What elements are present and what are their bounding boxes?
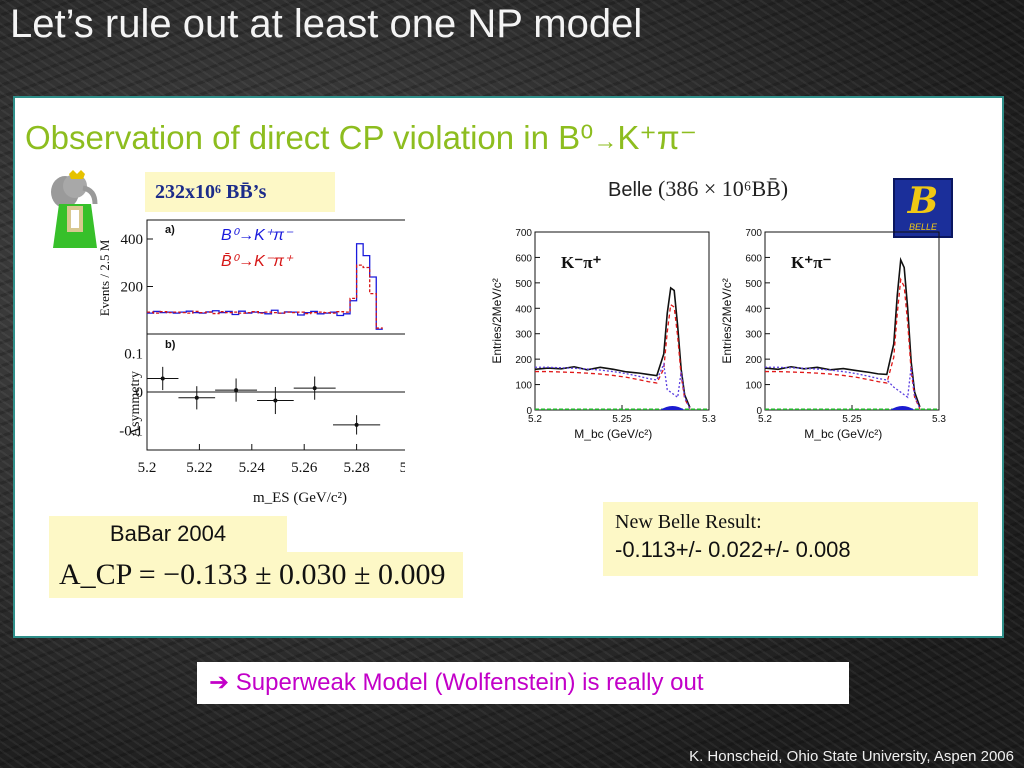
y-tick-label: 300 — [745, 330, 762, 341]
y-tick-label: 400 — [745, 304, 762, 315]
legend-entry: B⁰→K⁺π⁻ — [221, 227, 294, 244]
x-tick-label: 5.24 — [239, 460, 266, 476]
y-tick-label: 400 — [121, 232, 144, 248]
elephant-mascot-icon — [51, 170, 98, 248]
signal-fit-line — [535, 303, 691, 410]
x-tick-label: 5.25 — [612, 414, 632, 425]
belle-result-title: New Belle Result: — [615, 511, 762, 533]
belle-xlabel: M_bc (GeV/c²) — [574, 427, 652, 441]
babar-acp-formula: A_CP = −0.133 ± 0.030 ± 0.009 — [49, 552, 463, 598]
y-tick-label: 0.1 — [124, 346, 143, 362]
belle-result-value: -0.113+/- 0.022+/- 0.008 — [615, 537, 851, 562]
x-tick-label: 5.25 — [842, 414, 862, 425]
belle-ylabel: Entries/2MeV/c² — [490, 278, 504, 363]
y-tick-label: 200 — [515, 355, 532, 366]
y-tick-label: 500 — [515, 279, 532, 290]
belle-result-box: New Belle Result: -0.113+/- 0.022+/- 0.0… — [603, 502, 978, 576]
subtitle-final-state: K⁺π⁻ — [617, 119, 698, 156]
data-point — [160, 376, 165, 381]
belle-xlabel: M_bc (GeV/c²) — [804, 427, 882, 441]
y-tick-label: 0 — [526, 406, 532, 417]
subtitle-text: Observation of direct CP violation in — [25, 119, 549, 156]
belle-caption-name: Belle — [608, 179, 653, 201]
conclusion-text: Superweak Model (Wolfenstein) is really … — [235, 669, 704, 696]
signal-blue-component — [890, 406, 915, 410]
y-tick-label: 300 — [515, 330, 532, 341]
belle-caption: Belle (386 × 10⁶BB̄) — [608, 176, 788, 202]
legend-entry: B̄⁰→K⁻π⁺ — [221, 253, 294, 270]
y-tick-label: 200 — [121, 280, 144, 296]
y-tick-label: 700 — [745, 228, 762, 239]
x-tick-label: 5.28 — [343, 460, 369, 476]
data-point — [234, 388, 239, 393]
x-tick-label: 5.2 — [758, 414, 772, 425]
belle-plots: 0 100 200 300 400 500 600 700 5.2 5.25 5.3 M_bc (Ge… — [490, 228, 946, 441]
asymmetry-ylabel: Asymmetry — [128, 371, 143, 437]
data-histogram — [534, 286, 691, 408]
events-ylabel: Events / 2.5 M — [97, 239, 112, 316]
belle-logo-text: BELLE — [908, 222, 938, 232]
footer-credit: K. Honscheid, Ohio State University, Asp… — [689, 748, 1014, 765]
x-tick-label: 5.2 — [138, 460, 157, 476]
data-point — [194, 395, 199, 400]
continuum-fit-line — [765, 366, 921, 409]
x-tick-label: 5.3 — [932, 414, 946, 425]
babar-event-count: 232x10⁶ BB̄’s — [145, 172, 335, 212]
y-tick-label: 500 — [745, 279, 762, 290]
belle-logo-icon: B BELLE — [893, 178, 953, 238]
y-tick-label: 100 — [515, 381, 532, 392]
data-point — [273, 398, 278, 403]
content-panel: Observation of direct CP violation in B⁰… — [13, 96, 1004, 638]
y-tick-label: 600 — [515, 253, 532, 264]
y-tick-label: 200 — [745, 355, 762, 366]
x-tick-label: 5.3 — [400, 460, 405, 476]
subtitle: Observation of direct CP violation in B⁰… — [25, 118, 697, 157]
y-tick-label: 100 — [745, 381, 762, 392]
x-tick-label: 5.2 — [528, 414, 542, 425]
belle-logo-letter: B — [907, 180, 939, 222]
y-tick-label: -0.1 — [119, 424, 143, 440]
panel-label-b: b) — [165, 339, 176, 351]
belle-caption-value: (386 × 10⁶BB̄) — [658, 176, 789, 201]
x-tick-label: 5.3 — [702, 414, 716, 425]
data-point — [312, 386, 317, 391]
y-tick-label: 0 — [756, 406, 762, 417]
belle-mode-label: K⁻π⁺ — [561, 253, 602, 272]
series-line — [147, 243, 383, 330]
signal-blue-component — [660, 406, 685, 410]
x-tick-label: 5.26 — [291, 460, 318, 476]
subtitle-decay: B⁰ — [558, 119, 594, 156]
signal-fit-line — [765, 277, 921, 410]
belle-mode-label: K⁺π⁻ — [791, 253, 832, 272]
arrow-right-icon: ➔ — [209, 669, 230, 696]
conclusion-callout: ➔ Superweak Model (Wolfenstein) is reall… — [197, 662, 849, 704]
continuum-fit-line — [535, 361, 691, 409]
x-tick-label: 5.22 — [186, 460, 212, 476]
y-tick-label: 0 — [136, 385, 144, 401]
data-point — [354, 422, 359, 427]
data-histogram — [764, 256, 921, 408]
y-tick-label: 600 — [745, 253, 762, 264]
slide-title: Let’s rule out at least one NP model — [10, 2, 643, 46]
belle-ylabel: Entries/2MeV/c² — [720, 278, 734, 363]
babar-result-label: BaBar 2004 — [49, 516, 287, 552]
babar-plots: 400 200 a) B⁰→K⁺π⁻ B̄⁰→K⁻π⁺ Events / 2.5 M 0.… — [97, 219, 405, 506]
panel-label-a: a) — [165, 224, 175, 236]
series-line — [147, 264, 383, 329]
y-tick-label: 400 — [515, 304, 532, 315]
mes-xlabel: m_ES (GeV/c²) — [253, 490, 347, 506]
y-tick-label: 700 — [515, 228, 532, 239]
decay-arrow-icon: → — [593, 128, 618, 155]
